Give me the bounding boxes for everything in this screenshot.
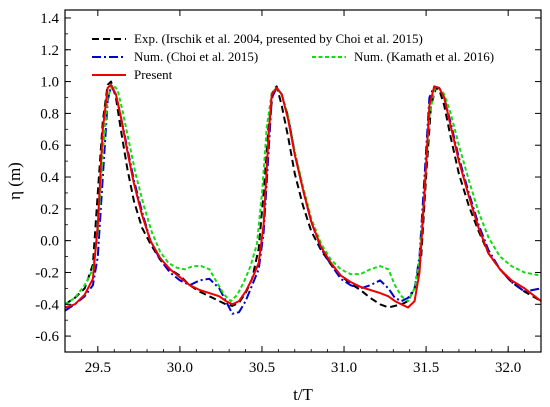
y-tick-label: 0.0 <box>40 234 59 250</box>
x-tick-label: 30.5 <box>249 360 275 376</box>
y-tick-label: 0.6 <box>40 138 59 154</box>
y-tick-label: 0.8 <box>40 106 59 122</box>
series-layer <box>64 80 542 315</box>
y-axis-label: η (m) <box>5 162 24 200</box>
x-tick-label: 32.0 <box>495 360 521 376</box>
series-line-3 <box>64 83 542 309</box>
legend: Exp. (Irschik et al. 2004, presented by … <box>92 31 494 82</box>
legend-label-1: Num. (Choi et al. 2015) <box>134 49 258 64</box>
plot-frame <box>64 9 542 353</box>
legend-label-2: Num. (Kamath et al. 2016) <box>354 49 494 64</box>
y-tick-label: 1.0 <box>40 75 59 91</box>
y-tick-label: -0.4 <box>35 297 59 313</box>
x-axis-label: t/T <box>293 385 313 404</box>
y-tick-label: -0.6 <box>35 329 59 345</box>
y-tick-label: 1.2 <box>40 43 59 59</box>
x-tick-label: 31.5 <box>413 360 439 376</box>
y-tick-label: -0.2 <box>35 265 59 281</box>
legend-label-0: Exp. (Irschik et al. 2004, presented by … <box>134 31 423 46</box>
x-tick-label: 29.5 <box>85 360 111 376</box>
x-tick-label: 30.0 <box>167 360 193 376</box>
y-tick-label: 1.4 <box>40 11 59 27</box>
series-line-0 <box>64 80 542 309</box>
legend-label-3: Present <box>134 67 173 82</box>
x-tick-label: 31.0 <box>331 360 357 376</box>
y-tick-label: 0.2 <box>40 202 59 218</box>
ticks-layer: 29.5 30.0 30.5 31.0 31.5 32.0 -0.6 -0.4 -0.2 0.0 0… <box>35 10 541 376</box>
y-tick-label: 0.4 <box>40 170 59 186</box>
